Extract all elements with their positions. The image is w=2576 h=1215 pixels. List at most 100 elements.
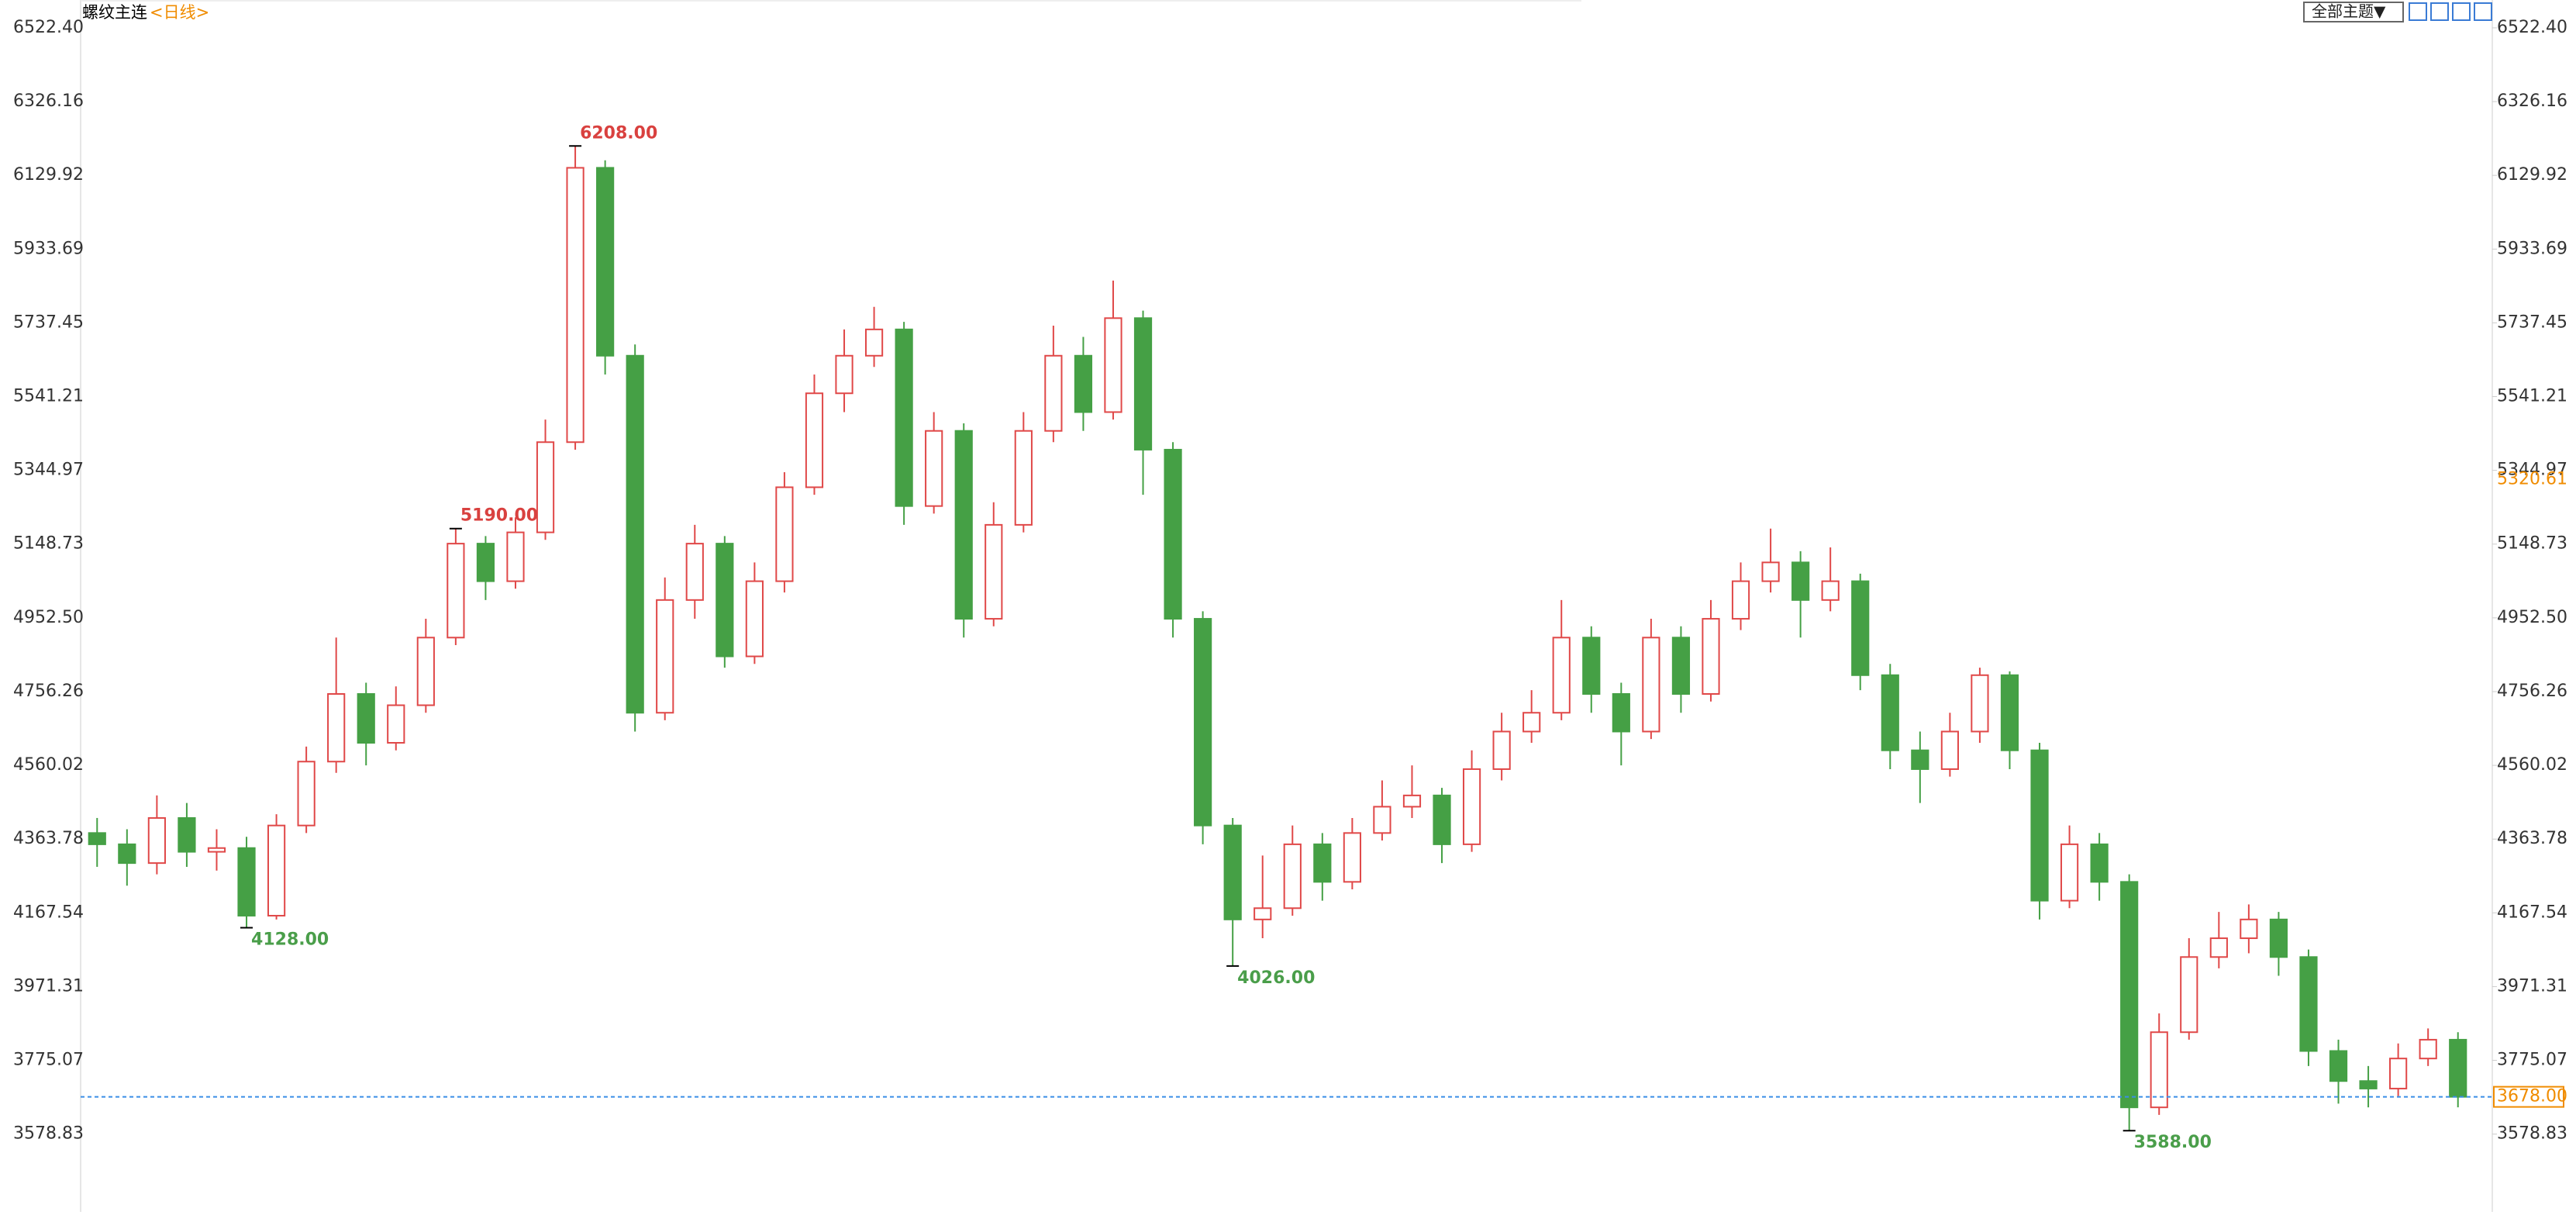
candle-body xyxy=(2449,1038,2467,1098)
low-label: 3588.00 xyxy=(2134,1133,2212,1152)
y-tick-label: 5148.73 xyxy=(13,534,84,554)
candle-body xyxy=(1702,618,1720,696)
candle-body xyxy=(1791,561,1810,601)
y-tick-label: 4756.26 xyxy=(13,682,84,701)
last-price-box xyxy=(2493,1086,2564,1108)
candle-body xyxy=(1343,832,1361,883)
toolbar xyxy=(2409,2,2492,21)
candle-body xyxy=(118,843,136,865)
candle-body xyxy=(2090,843,2109,883)
y-tick-label: 6129.92 xyxy=(13,165,84,185)
candle-body xyxy=(2329,1050,2348,1082)
candle-body xyxy=(1552,637,1571,714)
candle-body xyxy=(1671,637,1691,696)
y2-tick-label: 5737.45 xyxy=(2497,312,2567,332)
candle-body xyxy=(2060,843,2079,902)
candle-body xyxy=(2419,1038,2437,1060)
y2-tick-label: 4167.54 xyxy=(2497,903,2567,922)
candle-body xyxy=(88,832,106,845)
candle-body xyxy=(864,328,884,357)
period-label[interactable]: <日线> xyxy=(150,3,209,22)
candle-body xyxy=(1133,317,1153,450)
y-tick-label: 3775.07 xyxy=(13,1051,84,1070)
candle-body xyxy=(1492,730,1511,770)
y-tick-label: 4167.54 xyxy=(13,903,84,922)
candle-body xyxy=(1283,843,1302,910)
y2-tick-label: 6522.40 xyxy=(2497,18,2567,37)
candle-body xyxy=(1731,580,1750,620)
candle-body xyxy=(476,543,495,582)
tool-next[interactable] xyxy=(2452,2,2471,21)
candle-body xyxy=(1971,674,1989,733)
candle-body xyxy=(1402,794,1422,808)
candle-body xyxy=(416,637,435,706)
candle-body xyxy=(895,328,913,507)
y2-tick-label: 6326.16 xyxy=(2497,91,2567,111)
chart-title: 螺纹主连 xyxy=(82,3,147,22)
candle-body xyxy=(626,354,644,714)
candle-body xyxy=(1642,637,1660,733)
candle-body xyxy=(447,543,465,639)
tool-zoom[interactable] xyxy=(2430,2,2449,21)
candle-body xyxy=(2120,881,2139,1109)
candle-body xyxy=(178,816,196,853)
y2-tick-label: 5933.69 xyxy=(2497,239,2567,258)
y-tick-label: 5737.45 xyxy=(13,312,84,332)
candle-body xyxy=(1104,317,1122,413)
candle-body xyxy=(1373,806,1391,834)
y2-tick-label: 6129.92 xyxy=(2497,165,2567,185)
tool-fit[interactable] xyxy=(2409,2,2427,21)
candle-body xyxy=(147,816,166,865)
candle-body xyxy=(327,693,346,763)
candle-body xyxy=(237,847,256,916)
high-label: 6208.00 xyxy=(580,123,657,143)
candle-body xyxy=(925,430,943,507)
candle-body xyxy=(1313,843,1332,883)
candle-body xyxy=(1194,618,1212,827)
tool-end[interactable] xyxy=(2474,2,2492,21)
theme-button[interactable] xyxy=(2303,2,2404,22)
low-label: 4128.00 xyxy=(251,930,329,949)
candle-body xyxy=(1851,580,1870,676)
candle-body xyxy=(1223,824,1242,920)
candle-body xyxy=(2269,918,2288,958)
candle-body xyxy=(2359,1080,2378,1089)
candle-body xyxy=(2299,956,2318,1052)
low-label: 4026.00 xyxy=(1237,968,1315,988)
y-tick-label: 5933.69 xyxy=(13,239,84,258)
candle-body xyxy=(1582,637,1601,696)
candle-body xyxy=(1014,430,1033,526)
candle-body xyxy=(536,441,555,533)
candle-body xyxy=(1044,354,1063,432)
candle-body xyxy=(985,523,1003,620)
candle-body xyxy=(745,580,764,658)
candle-body xyxy=(835,354,853,395)
candle-body xyxy=(2030,749,2049,902)
high-label: 5190.00 xyxy=(460,506,538,526)
y2-tick-label: 4363.78 xyxy=(2497,829,2567,848)
candle-body xyxy=(387,704,405,744)
candle-body xyxy=(716,543,734,658)
candle-body xyxy=(1761,561,1780,582)
candle-body xyxy=(357,693,375,744)
y2-tick-label: 3578.83 xyxy=(2497,1124,2567,1144)
candle-body xyxy=(805,392,824,488)
marker-price-label: 5320.61 xyxy=(2497,469,2567,488)
candle-body xyxy=(1254,907,1272,920)
y2-tick-label: 3775.07 xyxy=(2497,1051,2567,1070)
candle-body xyxy=(2240,918,2258,940)
candle-body xyxy=(685,543,704,601)
candle-body xyxy=(1074,354,1093,413)
candle-body xyxy=(1164,448,1182,620)
candle-body xyxy=(2000,674,2019,751)
theme-button-label[interactable]: 全部主题▼ xyxy=(2312,2,2386,21)
y2-tick-label: 5541.21 xyxy=(2497,387,2567,406)
candle-body xyxy=(1940,730,1959,770)
candle-body xyxy=(596,167,615,357)
candle-body xyxy=(775,486,794,582)
candle-body xyxy=(207,847,226,853)
y-tick-label: 4363.78 xyxy=(13,829,84,848)
y-tick-label: 5344.97 xyxy=(13,461,84,480)
last-price-label: 3678.00 xyxy=(2497,1087,2567,1106)
